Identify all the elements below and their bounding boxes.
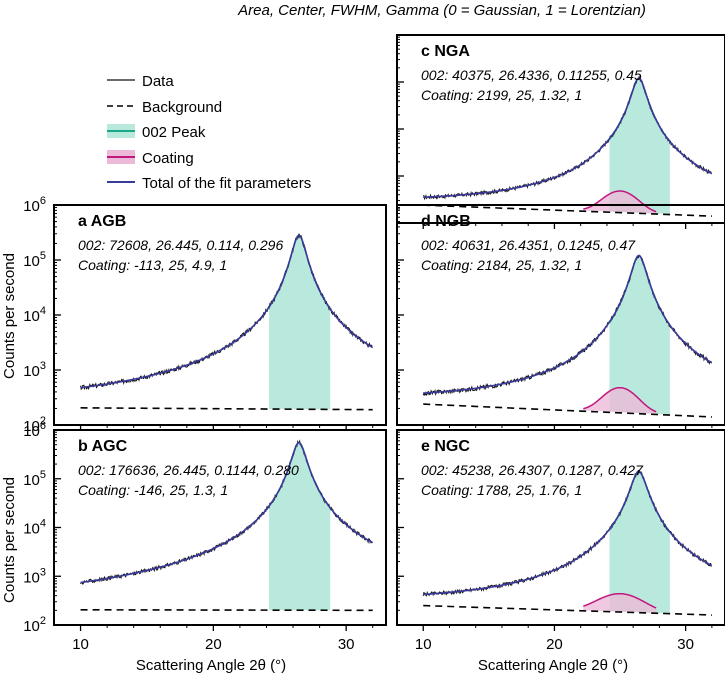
chart-panels: c NGA 002: 40375, 26.4336, 0.11255, 0.45 C… — [23, 34, 725, 653]
background-line — [423, 604, 712, 616]
coating-fit-line — [583, 386, 657, 413]
coating-fill-area — [583, 191, 657, 214]
total-fit-line — [423, 470, 713, 596]
legend-background-label: Background — [142, 99, 222, 116]
panel-frame — [396, 34, 725, 224]
y-tick-base: 10 — [23, 423, 40, 440]
y-tick-label: 105 — [23, 469, 46, 489]
panel-plot-area — [422, 469, 713, 616]
y-tick-exponent: 5 — [40, 469, 46, 481]
legend-coating-label: Coating — [142, 150, 194, 167]
panel-title: a AGB — [78, 213, 126, 230]
fit-parameter-header: Area, Center, FWHM, Gamma (0 = Gaussian,… — [237, 2, 646, 19]
y-tick-exponent: 6 — [40, 195, 46, 207]
y-tick-exponent: 3 — [40, 566, 46, 578]
panel-title: c NGA — [421, 43, 470, 60]
legend-total-label: Total of the fit parameters — [142, 175, 311, 192]
x-axis-label-right: Scattering Angle 2θ (°) — [478, 657, 628, 674]
background-line — [80, 609, 373, 612]
y-tick-base: 10 — [23, 472, 40, 489]
y-tick-base: 10 — [23, 198, 40, 215]
coating-params-label: Coating: -146, 25, 1.3, 1 — [78, 482, 228, 498]
y-tick-label: 104 — [23, 305, 46, 325]
x-tick-label: 10 — [72, 636, 89, 653]
legend-data-label: Data — [142, 73, 174, 90]
y-tick-label: 103 — [23, 566, 46, 586]
panel-plot-area — [422, 254, 713, 418]
peak-params-label: 002: 45238, 26.4307, 0.1287, 0.427 — [421, 462, 644, 478]
background-line — [423, 204, 712, 217]
total-fit-line — [80, 441, 374, 584]
y-tick-base: 10 — [23, 418, 40, 435]
legend-peak-label: 002 Peak — [142, 124, 206, 141]
y-tick-base: 10 — [23, 308, 40, 325]
y-axis-label-bottom: Counts per second — [1, 477, 18, 603]
y-tick-exponent: 4 — [40, 305, 46, 317]
y-tick-base: 10 — [23, 521, 40, 538]
peak-params-label: 002: 40375, 26.4336, 0.11255, 0.45 — [421, 67, 642, 83]
x-tick-label: 20 — [205, 636, 222, 653]
coating-fill-area — [583, 387, 657, 414]
y-tick-exponent: 2 — [40, 615, 46, 627]
x-tick-label: 30 — [677, 636, 694, 653]
coating-params-label: Coating: 1788, 25, 1.76, 1 — [421, 482, 582, 498]
peak-fill-area — [609, 471, 670, 614]
x-axis-label-left: Scattering Angle 2θ (°) — [136, 657, 286, 674]
y-tick-exponent: 4 — [40, 518, 46, 530]
y-tick-label: 104 — [23, 518, 46, 538]
panel-plot-area — [80, 233, 374, 411]
peak-params-label: 002: 40631, 26.4351, 0.1245, 0.47 — [421, 237, 636, 253]
y-tick-exponent: 6 — [40, 420, 46, 432]
peak-fill-area — [269, 442, 331, 611]
panel-frame — [396, 429, 725, 626]
y-tick-label: 106 — [23, 195, 46, 215]
x-tick-label: 20 — [546, 636, 563, 653]
panel-plot-area — [423, 75, 713, 217]
total-fit-line — [422, 254, 713, 394]
y-tick-exponent: 5 — [40, 250, 46, 262]
coating-params-label: Coating: 2199, 25, 1.32, 1 — [421, 87, 582, 103]
y-tick-base: 10 — [23, 569, 40, 586]
y-tick-base: 10 — [23, 253, 40, 270]
coating-params-label: Coating: 2184, 25, 1.32, 1 — [421, 257, 582, 273]
panel-title: e NGC — [421, 438, 470, 455]
y-tick-label: 103 — [23, 360, 46, 380]
data-series-line — [422, 469, 712, 597]
peak-fill-area — [609, 78, 670, 215]
x-tick-label: 30 — [338, 636, 355, 653]
background-line — [423, 403, 712, 418]
background-line — [80, 407, 373, 411]
y-tick-exponent: 3 — [40, 360, 46, 372]
peak-params-label: 002: 72608, 26.445, 0.114, 0.296 — [78, 237, 283, 253]
panel-c: c NGA 002: 40375, 26.4336, 0.11255, 0.45 C… — [396, 34, 725, 229]
y-tick-base: 10 — [23, 618, 40, 635]
panel-title: d NGB — [421, 213, 471, 230]
total-fit-line — [423, 77, 713, 198]
panel-e: 10 20 30 e NGC 002: 45238, 26.4307, 0.1287, … — [396, 429, 725, 653]
y-tick-label: 102 — [23, 615, 46, 635]
y-axis-label-top: Counts per second — [1, 253, 18, 379]
y-tick-label: 106 — [23, 420, 46, 440]
peak-fill-area — [269, 235, 331, 410]
x-tick-label: 10 — [415, 636, 432, 653]
coating-fit-line — [583, 592, 657, 609]
total-fit-line — [80, 234, 374, 389]
peak-params-label: 002: 176636, 26.445, 0.1144, 0.280 — [78, 462, 299, 478]
peak-fill-area — [609, 255, 670, 415]
coating-params-label: Coating: -113, 25, 4.9, 1 — [78, 257, 227, 273]
y-tick-exponent: 2 — [40, 415, 46, 427]
y-tick-label: 102 — [23, 415, 46, 435]
y-tick-label: 105 — [23, 250, 46, 270]
panel-frame — [53, 429, 387, 626]
panel-title: b AGC — [78, 438, 128, 455]
panel-plot-area — [80, 439, 374, 612]
legend: Data Background 002 Peak Coating Total o… — [107, 73, 311, 192]
panel-d: d NGB 002: 40631, 26.4351, 0.1245, 0.47 Co… — [396, 204, 725, 431]
y-tick-base: 10 — [23, 363, 40, 380]
